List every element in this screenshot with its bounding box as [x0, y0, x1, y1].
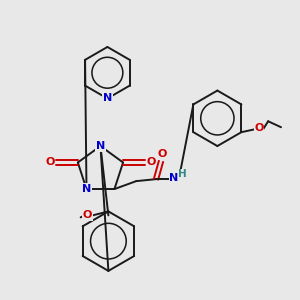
Text: H: H	[178, 169, 187, 179]
Text: O: O	[254, 123, 264, 133]
Text: N: N	[103, 94, 112, 103]
Text: O: O	[83, 210, 92, 220]
Text: N: N	[82, 184, 91, 194]
Text: O: O	[157, 149, 167, 159]
Text: O: O	[45, 158, 55, 167]
Text: N: N	[96, 141, 105, 151]
Text: O: O	[146, 158, 155, 167]
Text: N: N	[169, 173, 178, 183]
